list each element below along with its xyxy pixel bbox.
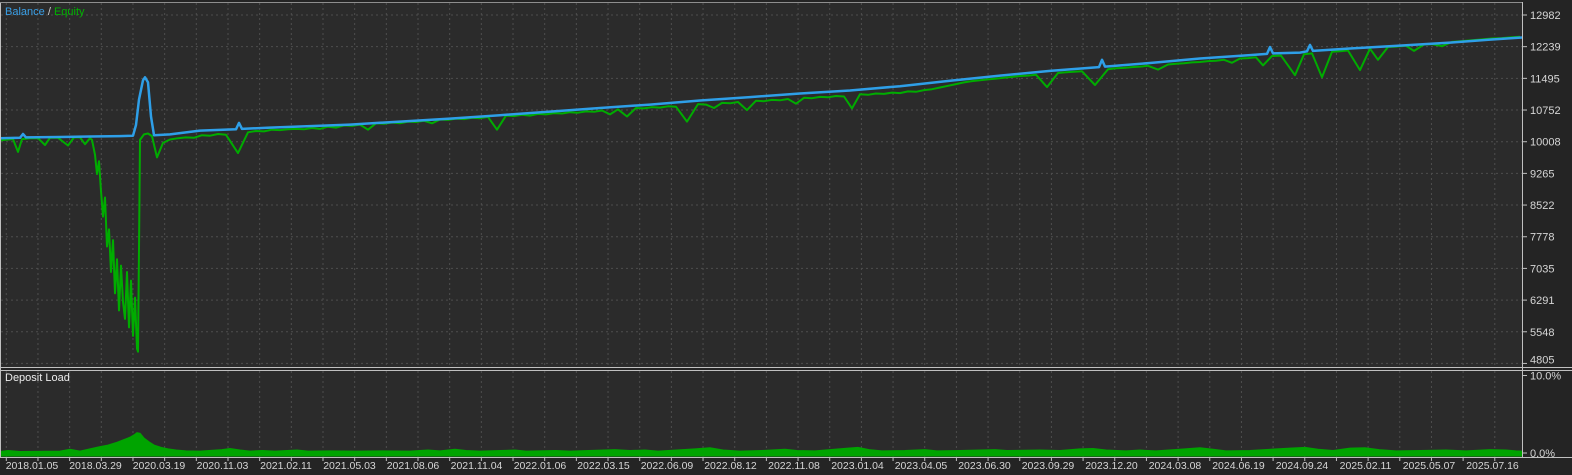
deposit-load-line — [0, 432, 1523, 453]
x-axis-label: 2020.11.03 — [197, 460, 249, 472]
deposit-load-title: Deposit Load — [5, 372, 70, 384]
y-axis-label: 6291 — [1530, 295, 1554, 307]
y-axis-label: 8522 — [1530, 200, 1554, 212]
x-axis-label: 2025.07.16 — [1466, 460, 1519, 472]
x-axis-label: 2024.03.08 — [1149, 460, 1202, 472]
main-pane — [1, 3, 1522, 367]
legend-equity-label: Equity — [53, 6, 85, 18]
deposit-pane — [1, 371, 1522, 457]
y-axis-label: 12982 — [1530, 10, 1561, 22]
x-axis-label: 2022.01.06 — [514, 460, 567, 472]
legend-separator: / — [44, 6, 54, 18]
x-axis-label: 2025.02.11 — [1340, 460, 1392, 472]
x-axis-label: 2022.03.15 — [577, 460, 630, 472]
balance-line — [0, 36, 1523, 140]
y-axis-label: 7035 — [1530, 263, 1554, 275]
y-axis-label: 9265 — [1530, 168, 1554, 180]
y-axis-label: 10752 — [1530, 105, 1561, 117]
pct-axis-label: 0.0% — [1530, 448, 1555, 460]
x-axis-label: 2021.02.11 — [260, 460, 312, 472]
equity-line — [0, 35, 1521, 353]
y-axis-label: 5548 — [1530, 327, 1554, 339]
y-axis-label: 7778 — [1530, 232, 1554, 244]
pct-axis-label: 10.0% — [1530, 371, 1561, 383]
x-axis-label: 2023.04.05 — [895, 460, 948, 472]
chart-legend: Balance / Equity — [5, 6, 85, 18]
x-axis-label: 2024.09.24 — [1276, 460, 1329, 472]
x-axis-label: 2021.08.06 — [387, 460, 440, 472]
legend-balance-label: Balance — [5, 6, 45, 18]
x-axis-label: 2018.03.29 — [69, 460, 122, 472]
x-axis-label: 2021.11.04 — [451, 460, 503, 472]
y-axis-label: 4805 — [1530, 355, 1554, 367]
y-axis-label: 12239 — [1530, 42, 1561, 54]
x-axis-label: 2022.08.12 — [704, 460, 757, 472]
x-axis-label: 2021.05.03 — [323, 460, 376, 472]
x-axis-label: 2022.06.09 — [641, 460, 694, 472]
x-axis-label: 2023.06.30 — [958, 460, 1011, 472]
x-axis-label: 2022.11.08 — [768, 460, 820, 472]
x-axis-label: 2020.03.19 — [133, 460, 186, 472]
x-axis-label: 2023.01.04 — [831, 460, 884, 472]
x-axis-label: 2018.01.05 — [6, 460, 59, 472]
x-axis-label: 2023.09.29 — [1022, 460, 1075, 472]
x-axis-label: 2023.12.20 — [1085, 460, 1138, 472]
y-axis-label: 11495 — [1530, 73, 1560, 85]
x-axis-label: 2025.05.07 — [1403, 460, 1456, 472]
x-axis-label: 2024.06.19 — [1212, 460, 1265, 472]
y-axis-label: 10008 — [1530, 137, 1561, 149]
